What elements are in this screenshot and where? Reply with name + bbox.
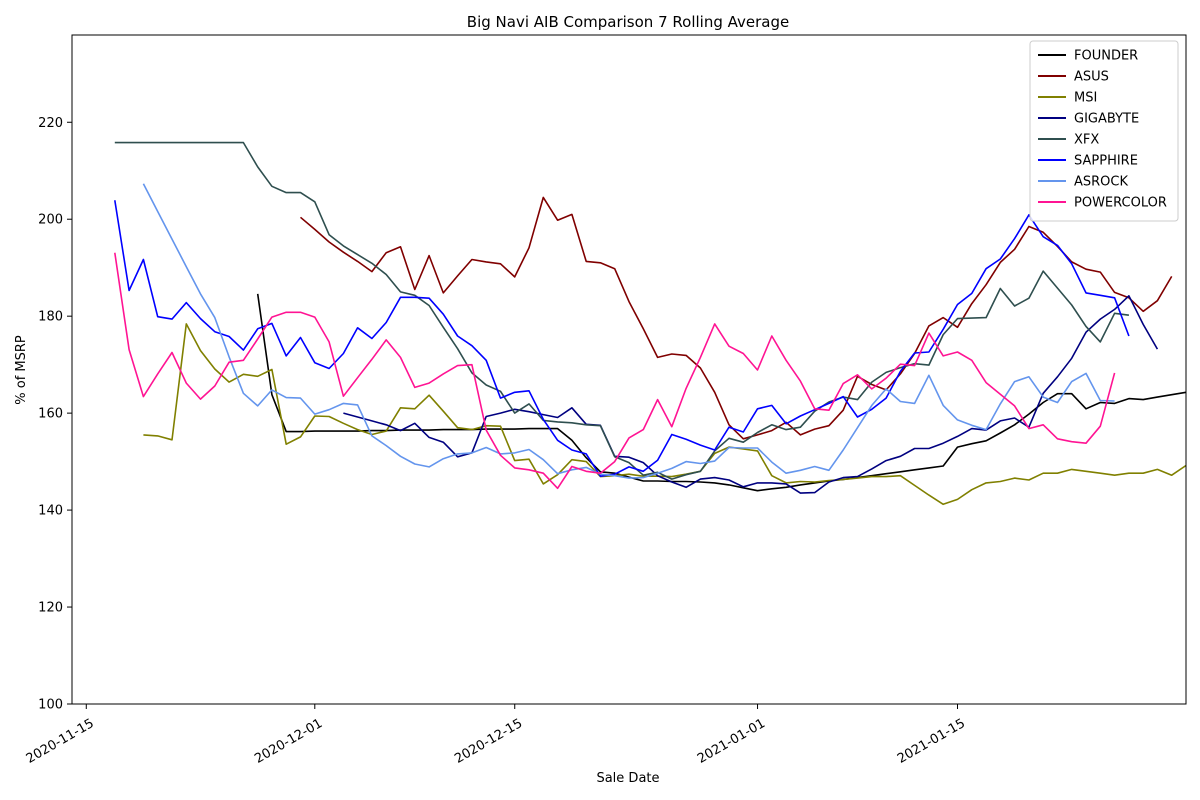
legend-label-powercolor: POWERCOLOR <box>1074 196 1167 211</box>
y-tick-label: 180 <box>38 310 63 325</box>
series-line-gigabyte <box>343 295 1159 494</box>
y-tick-label: 160 <box>38 407 63 422</box>
y-axis-ticks: 100 120 140 160 180 200 220 <box>38 116 72 713</box>
series-line-asrock <box>142 183 1115 479</box>
series-line-powercolor <box>114 252 1116 490</box>
legend-label-xfx: XFX <box>1074 133 1099 148</box>
series-line-asus <box>299 196 1173 440</box>
series-line-founder <box>256 293 1187 492</box>
legend-label-gigabyte: GIGABYTE <box>1074 112 1139 127</box>
y-tick-label: 120 <box>38 601 63 616</box>
legend-label-asrock: ASROCK <box>1074 175 1128 190</box>
x-axis-label: Sale Date <box>596 771 659 786</box>
chart-title: Big Navi AIB Comparison 7 Rolling Averag… <box>467 13 789 31</box>
y-tick-label: 140 <box>38 504 63 519</box>
series-line-xfx <box>114 141 1130 480</box>
legend-label-msi: MSI <box>1074 91 1097 106</box>
plot-frame <box>71 34 1187 705</box>
legend-label-sapphire: SAPPHIRE <box>1074 154 1138 169</box>
y-axis-label: % of MSRP <box>14 335 29 405</box>
legend-label-founder: FOUNDER <box>1074 49 1138 64</box>
series-lines <box>114 141 1187 506</box>
y-tick-label: 100 <box>38 698 63 713</box>
legend-box <box>1029 40 1179 222</box>
y-tick-label: 200 <box>38 213 63 228</box>
series-line-sapphire <box>114 200 1130 477</box>
y-tick-label: 220 <box>38 116 63 131</box>
legend: FOUNDER ASUS MSI GIGABYTE XFX SAPPHIRE ASROCK P… <box>1029 40 1179 222</box>
legend-label-asus: ASUS <box>1074 70 1109 85</box>
